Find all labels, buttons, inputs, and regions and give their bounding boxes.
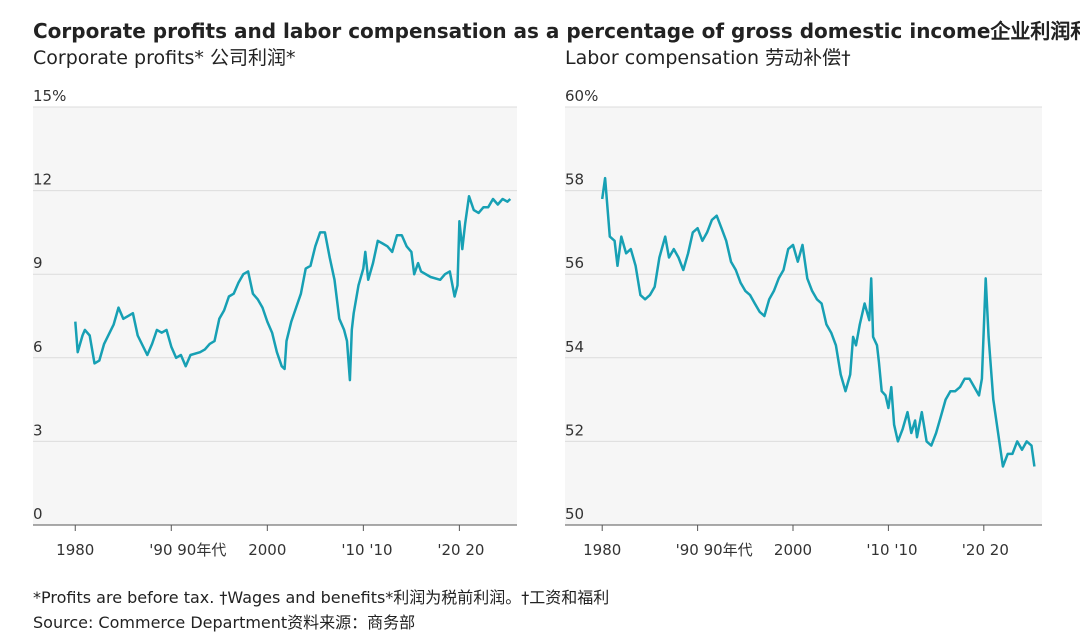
chart-subtitle: Corporate profits* 公司利润*: [33, 47, 295, 69]
x-tick-label: '90 90年代: [676, 541, 753, 559]
y-tick-label: 15%: [33, 87, 66, 105]
y-tick-label: 54: [565, 338, 584, 356]
x-tick-label: '10 '10: [341, 541, 392, 559]
footnote: *Profits are before tax. †Wages and bene…: [33, 588, 609, 607]
y-tick-label: 3: [33, 421, 43, 439]
data-line: [600, 176, 1036, 468]
y-tick-label: 60%: [565, 87, 598, 105]
y-tick-label: 52: [565, 421, 584, 439]
plot-area: [565, 107, 1042, 525]
plot-area: [33, 107, 517, 525]
y-tick-label: 0: [33, 505, 43, 523]
x-tick-label: '20 20: [962, 541, 1009, 559]
x-tick-label: '10 '10: [866, 541, 917, 559]
chart-subtitle: Labor compensation 劳动补偿†: [565, 47, 851, 69]
x-tick-label: '20 20: [437, 541, 484, 559]
x-tick-label: 1980: [56, 541, 94, 559]
y-tick-label: 9: [33, 254, 43, 272]
y-tick-label: 12: [33, 171, 52, 189]
x-tick-label: '90 90年代: [149, 541, 226, 559]
x-tick-label: 2000: [774, 541, 812, 559]
y-tick-label: 6: [33, 338, 43, 356]
x-tick-label: 2000: [248, 541, 286, 559]
chart-title: Corporate profits and labor compensation…: [33, 19, 1080, 43]
y-tick-label: 56: [565, 254, 584, 272]
y-tick-label: 50: [565, 505, 584, 523]
y-tick-label: 58: [565, 171, 584, 189]
x-tick-label: 1980: [583, 541, 621, 559]
data-line: [74, 194, 512, 382]
source: Source: Commerce Department资料来源：商务部: [33, 613, 415, 632]
